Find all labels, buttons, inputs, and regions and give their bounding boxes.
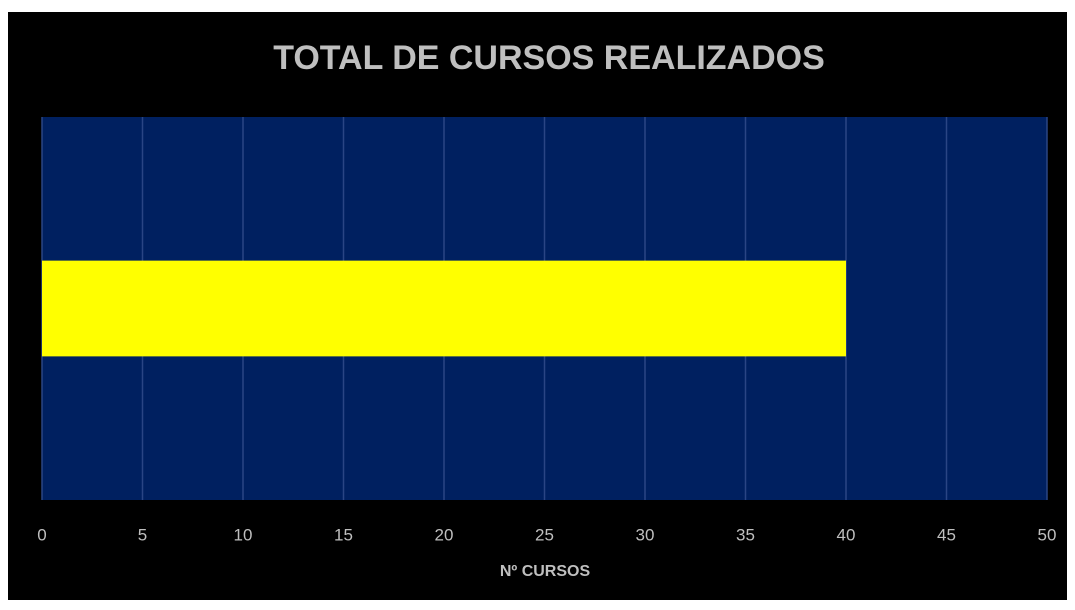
chart-title: TOTAL DE CURSOS REALIZADOS xyxy=(273,39,825,77)
x-tick-label: 0 xyxy=(37,525,46,544)
bar xyxy=(42,260,846,357)
x-tick-label: 50 xyxy=(1038,525,1057,544)
x-tick-label: 15 xyxy=(334,525,353,544)
x-tick-label: 20 xyxy=(435,525,454,544)
x-tick-label: 40 xyxy=(837,525,856,544)
x-axis-label: Nº CURSOS xyxy=(500,563,591,580)
x-tick-label: 45 xyxy=(937,525,956,544)
x-tick-label: 10 xyxy=(234,525,253,544)
x-tick-label: 5 xyxy=(138,525,147,544)
x-tick-label: 25 xyxy=(535,525,554,544)
x-tick-label: 30 xyxy=(636,525,655,544)
x-tick-label: 35 xyxy=(736,525,755,544)
